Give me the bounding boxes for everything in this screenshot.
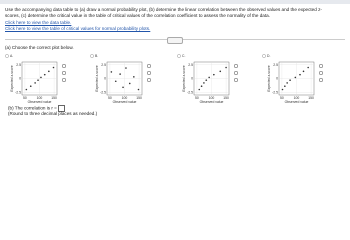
y-axis-label: Expected z-score: [182, 65, 186, 91]
x-tick-label: 50: [195, 96, 199, 100]
radio-button[interactable]: [262, 54, 266, 58]
data-point: [110, 71, 113, 73]
zoom-icon[interactable]: [318, 77, 324, 83]
x-axis-label: Observed value: [113, 100, 137, 104]
data-point: [307, 66, 309, 69]
data-point: [294, 76, 297, 79]
data-point: [40, 76, 42, 79]
data-point: [125, 67, 127, 69]
y-tick-label: -2.5: [272, 90, 278, 94]
y-tick-label: 2.5: [188, 63, 193, 67]
data-point: [34, 82, 36, 84]
data-point: [137, 88, 140, 91]
zoom-icon[interactable]: [61, 77, 67, 83]
radio-button[interactable]: [5, 54, 9, 58]
x-tick-label: 100: [294, 96, 300, 100]
x-tick-label: 150: [223, 96, 229, 100]
option-label: B.: [95, 54, 98, 58]
y-axis-label: Expected z-score: [95, 65, 99, 91]
zoom-icon[interactable]: [233, 70, 239, 76]
y-tick-label: 0: [19, 77, 21, 81]
data-point: [284, 85, 286, 87]
y-tick-label: 2.5: [16, 63, 21, 67]
data-point: [281, 88, 284, 91]
x-tick-label: 50: [280, 96, 284, 100]
data-point: [286, 82, 288, 84]
data-point: [48, 70, 50, 73]
x-tick-label: 150: [308, 96, 314, 100]
x-tick-label: 100: [209, 96, 215, 100]
zoom-icon[interactable]: [146, 70, 152, 76]
data-point: [128, 82, 131, 85]
part-b-prompt: (b) The correlation is r =: [8, 105, 66, 112]
y-tick-label: 0: [276, 77, 278, 81]
data-point: [37, 79, 39, 81]
data-point: [208, 76, 210, 79]
data-point: [122, 86, 124, 89]
radio-button[interactable]: [177, 54, 181, 58]
data-point: [43, 73, 46, 76]
y-axis-label: Expected z-score: [10, 65, 14, 91]
answer-box[interactable]: [58, 105, 66, 112]
data-point: [205, 79, 208, 81]
x-tick-label: 50: [23, 96, 27, 100]
option-label: C.: [182, 54, 185, 58]
option-label: A.: [10, 54, 13, 58]
x-tick-label: 150: [136, 96, 142, 100]
x-tick-label: 100: [122, 96, 128, 100]
zoom-icon[interactable]: [318, 63, 324, 69]
data-point: [200, 85, 203, 87]
zoom-icon[interactable]: [318, 70, 324, 76]
y-tick-label: -2.5: [100, 90, 106, 94]
y-tick-label: 2.5: [273, 63, 278, 67]
expand-button[interactable]: [167, 36, 183, 44]
data-point: [25, 88, 28, 91]
data-point: [29, 85, 32, 87]
data-point: [198, 88, 201, 91]
zoom-icon[interactable]: [233, 63, 239, 69]
part-a-prompt: (a) Choose the correct plot below.: [5, 45, 74, 50]
x-axis-label: Observed value: [285, 100, 309, 104]
x-tick-label: 50: [108, 96, 112, 100]
x-tick-label: 150: [51, 96, 57, 100]
data-point: [225, 66, 227, 69]
instructions: Use the accompanying data table to (a) d…: [5, 7, 322, 18]
zoom-icon[interactable]: [61, 70, 67, 76]
y-axis-label: Expected z-score: [267, 65, 271, 91]
data-point: [52, 66, 55, 69]
zoom-icon[interactable]: [61, 63, 67, 69]
x-axis-label: Observed value: [28, 100, 52, 104]
critical-values-link[interactable]: Click here to view the table of critical…: [5, 25, 151, 31]
x-axis-label: Observed value: [200, 100, 224, 104]
top-bar: [0, 0, 350, 4]
data-point: [289, 79, 291, 81]
zoom-icon[interactable]: [146, 77, 152, 83]
x-tick-label: 100: [37, 96, 43, 100]
option-label: D.: [267, 54, 270, 58]
data-table-link[interactable]: Click here to view the data table.: [5, 20, 72, 25]
y-tick-label: 0: [104, 77, 106, 81]
plot-options: A. -2.5 0 2.5 50 100 150 Expected z-score Observ…: [5, 54, 324, 104]
y-tick-label: -2.5: [187, 90, 193, 94]
part-b-hint: (Round to three decimal places as needed…: [8, 110, 98, 116]
data-point: [133, 76, 135, 78]
data-point: [219, 70, 222, 73]
data-point: [213, 73, 215, 76]
data-point: [119, 73, 121, 75]
part-b-text: (b) The correlation is r =: [8, 105, 57, 111]
data-point: [302, 70, 305, 73]
zoom-icon[interactable]: [233, 77, 239, 83]
page: Use the accompanying data table to (a) d…: [0, 0, 350, 116]
y-tick-label: -2.5: [15, 90, 21, 94]
data-point: [203, 82, 205, 84]
data-point: [299, 73, 301, 76]
zoom-icon[interactable]: [146, 63, 152, 69]
y-tick-label: 2.5: [101, 63, 106, 67]
y-tick-label: 0: [191, 77, 193, 81]
data-point: [114, 80, 117, 83]
radio-button[interactable]: [90, 54, 94, 58]
